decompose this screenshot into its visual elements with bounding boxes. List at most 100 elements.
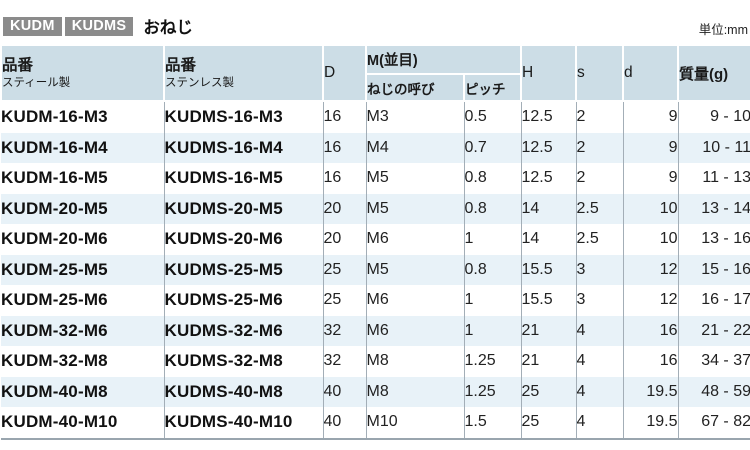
header-part-steel-title: 品番: [2, 56, 34, 74]
cell-s: 2: [576, 163, 624, 194]
cell-mass: 48 - 59: [678, 376, 750, 407]
cell-thread: M5: [366, 254, 465, 285]
table-row: KUDM-16-M4 KUDMS-16-M4 16 M4 0.7 12.5 2 …: [1, 132, 750, 163]
cell-pitch: 1.25: [464, 376, 522, 407]
cell-part-steel: KUDM-16-M5: [1, 163, 165, 194]
cell-part-stainless: KUDMS-32-M6: [164, 315, 324, 346]
cell-part-stainless: KUDMS-20-M5: [164, 193, 324, 224]
cell-part-steel: KUDM-25-M5: [1, 254, 165, 285]
table-row: KUDM-32-M8 KUDMS-32-M8 32 M8 1.25 21 4 1…: [1, 346, 750, 377]
cell-pitch: 1: [464, 315, 522, 346]
cell-s: 2.5: [576, 193, 624, 224]
cell-mass: 13 - 14: [678, 193, 750, 224]
cell-part-stainless: KUDMS-40-M8: [164, 376, 324, 407]
header-part-stainless-sub: ステンレス製: [165, 76, 234, 89]
cell-mass: 10 - 11: [678, 132, 750, 163]
cell-part-stainless: KUDMS-25-M5: [164, 254, 324, 285]
cell-s: 4: [576, 407, 624, 440]
cell-mass: 16 - 17: [701, 291, 750, 309]
table-row: KUDM-25-M6 KUDMS-25-M6 25 M6 1 15.5 3 12…: [1, 285, 750, 316]
cell-thread: M4: [366, 132, 465, 163]
cell-pitch: 0.7: [464, 132, 522, 163]
cell-mass: 11 - 13: [702, 169, 750, 187]
cell-s: 2: [576, 101, 624, 133]
cell-part-steel: KUDM-40-M10: [1, 407, 165, 440]
cell-part-steel: KUDM-16-M3: [1, 101, 165, 133]
cell-s: 3: [576, 254, 624, 285]
cell-d: 12: [623, 285, 679, 316]
cell-pitch: 1.5: [464, 407, 522, 440]
header-part-steel: 品番 スティール製: [0, 44, 165, 102]
cell-pitch: 0.8: [464, 193, 522, 224]
cell-pitch: 1: [464, 285, 522, 316]
cell-D: 32: [323, 346, 367, 377]
cell-d: 16: [623, 315, 679, 346]
table-row: KUDM-16-M3 KUDMS-16-M3 16 M3 0.5 12.5 2 …: [1, 101, 750, 133]
cell-H: 12.5: [521, 101, 577, 133]
header-col-s: s: [575, 44, 624, 102]
cell-d: 10: [623, 224, 679, 255]
table-row: KUDM-20-M5 KUDMS-20-M5 20 M5 0.8 14 2.5 …: [1, 193, 750, 224]
cell-s: 2.5: [576, 224, 624, 255]
cell-H: 15.5: [521, 254, 577, 285]
header-col-mass: 質量(g): [677, 44, 750, 102]
cell-H: 14: [521, 224, 577, 255]
cell-pitch: 0.5: [464, 101, 522, 133]
cell-d: 12: [623, 254, 679, 285]
cell-s: 3: [576, 285, 624, 316]
cell-H: 12.5: [521, 163, 577, 194]
cell-D: 20: [323, 193, 367, 224]
header-col-thread: ねじの呼び: [365, 73, 465, 102]
cell-part-steel: KUDM-20-M6: [1, 224, 165, 255]
cell-H: 25: [521, 407, 577, 440]
cell-pitch: 1: [464, 224, 522, 255]
cell-d: 16: [623, 346, 679, 377]
cell-d: 9: [623, 163, 679, 194]
cell-D: 20: [323, 224, 367, 255]
cell-H: 25: [521, 376, 577, 407]
header-col-H: H: [520, 44, 577, 102]
cell-part-stainless: KUDMS-20-M6: [164, 224, 324, 255]
cell-H: 12.5: [521, 132, 577, 163]
cell-part-stainless: KUDMS-25-M6: [164, 285, 324, 316]
cell-H: 15.5: [521, 285, 577, 316]
cell-s: 2: [576, 132, 624, 163]
table-header: 品番 スティール製 品番 ステンレス製 D M(並目) H s d 質量(g) …: [0, 44, 750, 102]
cell-mass: 21 - 22: [678, 315, 750, 346]
header-part-stainless: 品番 ステンレス製: [163, 44, 324, 102]
cell-part-steel: KUDM-32-M6: [1, 315, 165, 346]
cell-thread: M6: [366, 315, 465, 346]
cell-mass: 13 - 16: [701, 230, 750, 248]
cell-s: 4: [576, 376, 624, 407]
table-row: KUDM-40-M10 KUDMS-40-M10 40 M10 1.5 25 4…: [1, 407, 750, 440]
cell-d: 10: [623, 193, 679, 224]
cell-mass: 15 - 16: [678, 254, 750, 285]
header-col-M-group: M(並目): [365, 44, 522, 75]
cell-pitch: 0.8: [464, 163, 522, 194]
unit-note: 単位:mm: [698, 23, 748, 37]
table-row: KUDM-25-M5 KUDMS-25-M5 25 M5 0.8 15.5 3 …: [1, 254, 750, 285]
series-badge-kudms: KUDMS: [64, 16, 134, 36]
cell-part-steel: KUDM-32-M8: [1, 346, 165, 377]
cell-D: 16: [323, 163, 367, 194]
cell-pitch: 1.25: [464, 346, 522, 377]
cell-D: 40: [323, 407, 367, 440]
table-row: KUDM-16-M5 KUDMS-16-M5 16 M5 0.8 12.5 2 …: [1, 163, 750, 194]
series-badge-kudm: KUDM: [3, 16, 62, 36]
cell-mass: 9 - 10: [710, 108, 750, 126]
spec-table: 品番 スティール製 品番 ステンレス製 D M(並目) H s d 質量(g) …: [0, 44, 750, 440]
cell-part-stainless: KUDMS-32-M8: [164, 346, 324, 377]
cell-s: 4: [576, 315, 624, 346]
cell-thread: M6: [366, 285, 465, 316]
cell-d: 19.5: [623, 407, 679, 440]
cell-D: 25: [323, 285, 367, 316]
cell-thread: M10: [366, 407, 465, 440]
cell-thread: M3: [366, 101, 465, 133]
cell-part-stainless: KUDMS-16-M4: [164, 132, 324, 163]
cell-d: 19.5: [623, 376, 679, 407]
title-label: おねじ: [143, 19, 193, 37]
cell-part-steel: KUDM-40-M8: [1, 376, 165, 407]
table-body: KUDM-16-M3 KUDMS-16-M3 16 M3 0.5 12.5 2 …: [1, 101, 750, 440]
cell-thread: M5: [366, 163, 465, 194]
